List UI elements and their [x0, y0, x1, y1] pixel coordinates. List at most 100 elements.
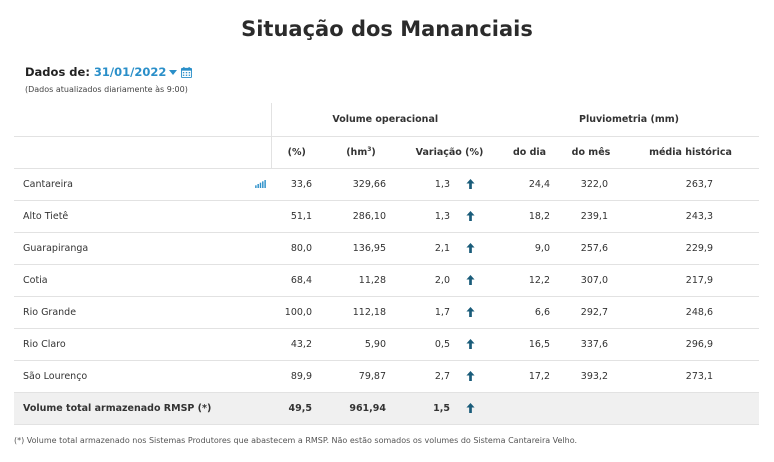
- reservoir-name: Rio Grande: [14, 296, 250, 329]
- chuva-do-mes: 307,0: [560, 264, 622, 297]
- arrow-up-icon: [466, 307, 475, 317]
- volume-pct: 43,2: [271, 328, 322, 361]
- variacao-value: 0,5: [434, 338, 450, 350]
- chuva-do-mes: 337,6: [560, 328, 622, 361]
- volume-hm3: 5,90: [322, 328, 400, 361]
- page-title: Situação dos Mananciais: [241, 17, 533, 41]
- chevron-down-icon[interactable]: [169, 70, 178, 75]
- volume-hm3: 329,66: [322, 168, 400, 201]
- col-header-media: média histórica: [622, 136, 759, 169]
- chart-cell: [250, 200, 271, 233]
- chuva-do-dia: 9,0: [499, 232, 560, 265]
- variacao-cell: 1,7: [400, 296, 499, 329]
- chuva-do-dia: 18,2: [499, 200, 560, 233]
- variacao-wrapper: 2,7: [400, 371, 499, 382]
- media-historica: 263,7: [622, 168, 759, 201]
- update-note: (Dados atualizados diariamente às 9:00): [25, 85, 188, 94]
- media-historica: 248,6: [622, 296, 759, 329]
- group-header-row: Volume operacional Pluviometria (mm): [14, 103, 759, 137]
- column-header-row: (%) (hm3) Variação (%) do dia do mês méd…: [14, 136, 759, 169]
- variacao-value: 2,7: [434, 370, 450, 382]
- chuva-do-dia: 16,5: [499, 328, 560, 361]
- chuva-do-dia: 17,2: [499, 360, 560, 393]
- chuva-dia-empty: [499, 392, 560, 425]
- media-historica: 273,1: [622, 360, 759, 393]
- reservoir-name: Rio Claro: [14, 328, 250, 361]
- media-empty: [622, 392, 759, 425]
- volume-hm3: 286,10: [322, 200, 400, 233]
- variacao-cell: 2,0: [400, 264, 499, 297]
- variacao-value: 1,3: [434, 178, 450, 190]
- volume-pct: 80,0: [271, 232, 322, 265]
- variacao-cell: 1,3: [400, 200, 499, 233]
- table-body: Cantareira 33,6 329,66 1,3 24,4 322,0 263,7 Alt…: [14, 168, 759, 425]
- chart-cell: [250, 360, 271, 393]
- chuva-do-dia: 6,6: [499, 296, 560, 329]
- variacao-wrapper: 2,0: [400, 275, 499, 286]
- calendar-icon[interactable]: [181, 66, 193, 78]
- variacao-cell: 0,5: [400, 328, 499, 361]
- variacao-wrapper: 2,1: [400, 243, 499, 254]
- volume-pct: 33,6: [271, 168, 322, 201]
- variacao-wrapper: 1,3: [400, 211, 499, 222]
- arrow-up-icon: [466, 243, 475, 253]
- date-label: Dados de:: [25, 65, 90, 79]
- media-historica: 217,9: [622, 264, 759, 297]
- chuva-do-dia: 24,4: [499, 168, 560, 201]
- arrow-up-icon: [466, 275, 475, 285]
- reservoir-table: Volume operacional Pluviometria (mm) (%)…: [14, 103, 759, 425]
- variacao-value: 1,7: [434, 306, 450, 318]
- hm3-close: ): [371, 147, 376, 159]
- col-header-hm3: (hm3): [322, 136, 400, 169]
- table-row: Rio Claro 43,2 5,90 0,5 16,5 337,6 296,9: [14, 328, 759, 361]
- table-row: Guarapiranga 80,0 136,95 2,1 9,0 257,6 229,9: [14, 232, 759, 265]
- reservoir-name: Guarapiranga: [14, 232, 250, 265]
- reservoir-name: Volume total armazenado RMSP (*): [14, 392, 250, 425]
- chuva-do-dia: 12,2: [499, 264, 560, 297]
- footnote: (*) Volume total armazenado nos Sistemas…: [14, 436, 578, 445]
- group-header-pluviometria: Pluviometria (mm): [499, 103, 759, 137]
- volume-pct: 49,5: [271, 392, 322, 425]
- variacao-cell: 2,7: [400, 360, 499, 393]
- volume-hm3: 79,87: [322, 360, 400, 393]
- hm3-base: (hm: [346, 147, 368, 159]
- header-empty-icon: [250, 103, 271, 137]
- date-dropdown[interactable]: 31/01/2022: [93, 65, 167, 79]
- volume-hm3: 136,95: [322, 232, 400, 265]
- chuva-do-mes: 292,7: [560, 296, 622, 329]
- variacao-value: 1,3: [434, 210, 450, 222]
- bar-chart-icon[interactable]: [255, 180, 266, 188]
- table-row: Cantareira 33,6 329,66 1,3 24,4 322,0 263,7: [14, 168, 759, 201]
- volume-pct: 100,0: [271, 296, 322, 329]
- reservoir-name: São Lourenço: [14, 360, 250, 393]
- chart-cell: [250, 392, 271, 425]
- chart-cell: [250, 168, 271, 201]
- col-header-name: [14, 136, 250, 169]
- reservoir-name: Cotia: [14, 264, 250, 297]
- volume-pct: 51,1: [271, 200, 322, 233]
- chuva-do-mes: 322,0: [560, 168, 622, 201]
- chuva-do-mes: 393,2: [560, 360, 622, 393]
- chart-cell: [250, 296, 271, 329]
- volume-hm3: 961,94: [322, 392, 400, 425]
- arrow-up-icon: [466, 179, 475, 189]
- variacao-wrapper: 1,3: [400, 179, 499, 190]
- col-header-do-mes: do mês: [560, 136, 622, 169]
- col-header-variacao: Variação (%): [400, 136, 499, 169]
- chart-cell: [250, 328, 271, 361]
- media-historica: 229,9: [622, 232, 759, 265]
- group-header-volume: Volume operacional: [270, 103, 499, 137]
- chart-cell: [250, 232, 271, 265]
- variacao-value: 2,1: [434, 242, 450, 254]
- variacao-cell: 2,1: [400, 232, 499, 265]
- volume-pct: 68,4: [271, 264, 322, 297]
- col-header-icon: [250, 136, 271, 169]
- chuva-mes-empty: [560, 392, 622, 425]
- header-empty: [14, 103, 250, 137]
- chuva-do-mes: 257,6: [560, 232, 622, 265]
- variacao-value: 2,0: [434, 274, 450, 286]
- arrow-up-icon: [466, 339, 475, 349]
- total-row: Volume total armazenado RMSP (*) 49,5 961,…: [14, 392, 759, 425]
- chart-cell: [250, 264, 271, 297]
- hm3-sup: 3: [367, 145, 372, 153]
